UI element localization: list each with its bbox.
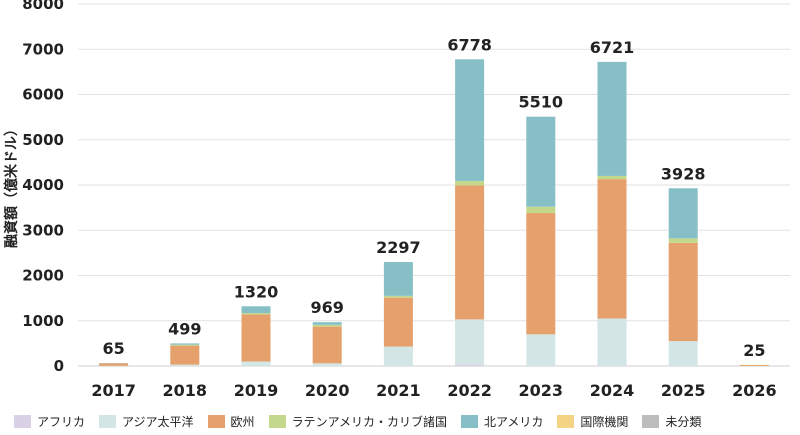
legend-item: アジア太平洋 [99, 413, 194, 430]
bar-segment [739, 365, 769, 366]
legend-label: 未分類 [665, 414, 702, 429]
y-tick-label: 5000 [22, 131, 64, 149]
bar-segment [99, 363, 129, 366]
x-tick-label: 2019 [234, 381, 279, 400]
bar-segment [597, 179, 627, 319]
legend: アフリカ アジア太平洋 欧州 ラテンアメリカ・カリブ諸国 北アメリカ 国際機関 未分類 [0, 410, 800, 432]
bar-total-label: 3928 [661, 164, 706, 183]
bar-segment [170, 344, 200, 346]
bar-total-label: 6778 [447, 35, 492, 54]
bar-total-label: 65 [102, 339, 124, 358]
bar-segment [668, 238, 698, 243]
legend-swatch [207, 414, 225, 428]
legend-swatch [642, 414, 660, 428]
legend-label: 欧州 [230, 414, 255, 429]
total-labels: 65 499 1320 969 2297 6778 5510 6721 3928 25 [102, 35, 765, 360]
legend-item: ラテンアメリカ・カリブ諸国 [268, 413, 447, 430]
bar-segment [668, 242, 698, 342]
legend-swatch [99, 414, 117, 428]
legend-label: 北アメリカ [483, 414, 544, 429]
bar-segment [597, 175, 627, 180]
legend-item: アフリカ [14, 413, 85, 430]
bar-total-label: 5510 [519, 93, 564, 112]
x-tick-label: 2017 [91, 381, 136, 400]
y-tick-label: 4000 [22, 176, 64, 194]
gridlines [78, 3, 790, 367]
legend-item: 欧州 [207, 413, 255, 430]
legend-label: アジア太平洋 [122, 414, 194, 429]
x-tick-label: 2018 [163, 381, 208, 400]
bar-segment [597, 318, 627, 366]
legend-label: ラテンアメリカ・カリブ諸国 [291, 414, 447, 429]
bar-segment [170, 364, 200, 366]
legend-swatch [14, 414, 31, 428]
bar-segment [455, 180, 485, 186]
bar-total-label: 969 [310, 298, 343, 317]
legend-item: 未分類 [642, 413, 701, 430]
x-tick-label: 2022 [447, 381, 492, 400]
bar-total-label: 2297 [376, 238, 421, 257]
legend-label: アフリカ [37, 414, 86, 429]
bar-segment [526, 206, 556, 214]
x-tick-label: 2026 [732, 381, 777, 400]
bar-total-label: 6721 [590, 38, 635, 57]
bar-segment [455, 59, 485, 181]
bar-segment [383, 297, 413, 347]
bar-segment [526, 213, 556, 335]
bar-segment [526, 116, 556, 207]
bar-segment [170, 345, 200, 365]
legend-swatch [268, 414, 286, 428]
bar-segment [597, 61, 627, 176]
y-tick-label: 6000 [22, 86, 64, 104]
bar-total-label: 499 [168, 319, 201, 338]
y-tick-label: 0 [54, 357, 64, 375]
x-tick-label: 2021 [376, 381, 421, 400]
y-tick-label: 1000 [22, 312, 64, 330]
bar-segment [526, 334, 556, 366]
x-tick-label: 2023 [519, 381, 564, 400]
bar-segment [455, 185, 485, 320]
bar-segment [383, 346, 413, 366]
bar-segment [383, 295, 413, 298]
y-tick-label: 3000 [22, 221, 64, 239]
y-tick-label: 7000 [22, 40, 64, 58]
bar-total-label: 25 [743, 341, 765, 360]
bar-segment [312, 363, 342, 366]
legend-item: 北アメリカ [460, 413, 544, 430]
x-axis-ticks: 2017 2018 2019 2020 2021 2022 2023 2024 2025 2026 [91, 381, 776, 400]
x-tick-label: 2025 [661, 381, 706, 400]
bar-segment [455, 364, 485, 366]
legend-item: 国際機関 [557, 413, 628, 430]
legend-swatch [557, 414, 575, 428]
y-tick-label: 8000 [22, 0, 64, 13]
bar-total-label: 1320 [234, 282, 279, 301]
bar-segment [668, 188, 698, 239]
y-tick-label: 2000 [22, 267, 64, 285]
x-tick-label: 2020 [305, 381, 350, 400]
x-tick-label: 2024 [590, 381, 635, 400]
bar-segment [455, 319, 485, 365]
bar-segment [312, 326, 342, 364]
legend-label: 国際機関 [580, 414, 629, 429]
bar-segment [170, 343, 200, 345]
bar-segment [241, 313, 271, 315]
bar-segment [312, 324, 342, 327]
bar-segment [383, 262, 413, 296]
legend-swatch [460, 414, 478, 428]
y-axis-label: 融資額（億米ドル） [3, 122, 20, 248]
bars [99, 59, 769, 366]
bar-segment [312, 322, 342, 325]
y-axis-ticks: 0 1000 2000 3000 4000 5000 6000 7000 8000 [22, 0, 64, 375]
bar-segment [241, 314, 271, 362]
bar-segment [241, 306, 271, 314]
bar-segment [668, 341, 698, 366]
bar-segment [241, 361, 271, 366]
